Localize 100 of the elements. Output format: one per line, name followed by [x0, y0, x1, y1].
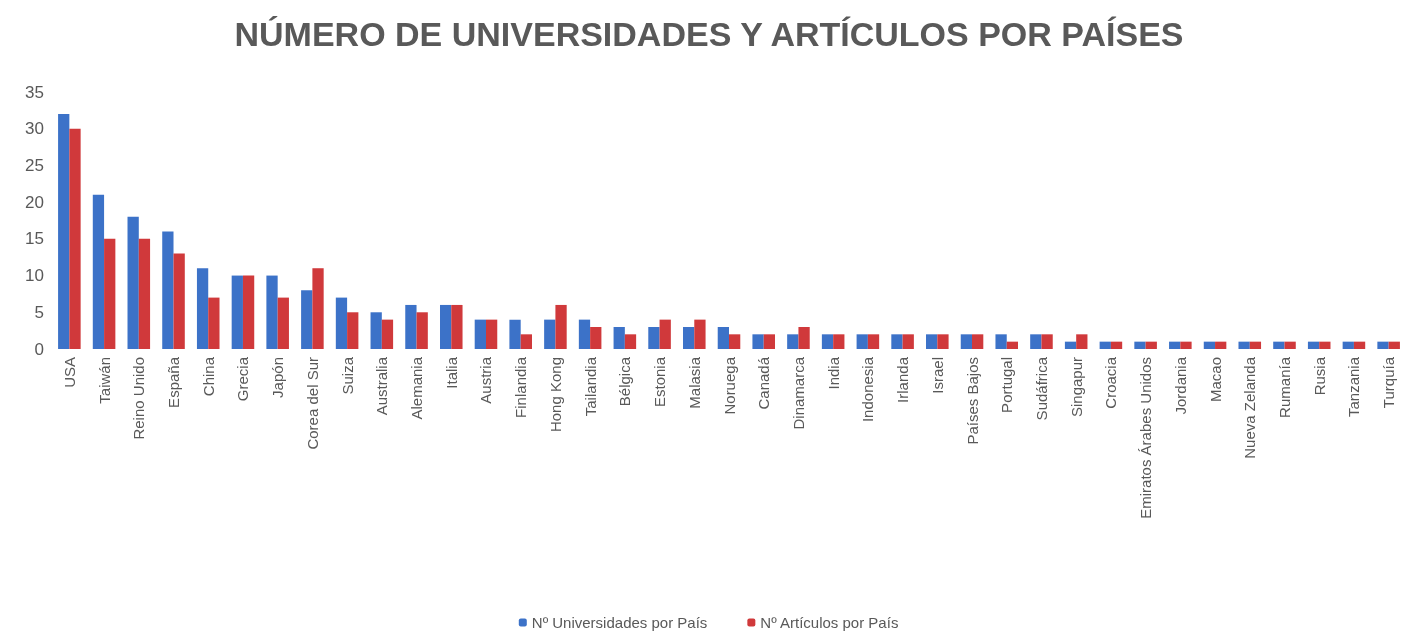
- bar: [590, 326, 602, 349]
- chart-title: NÚMERO DE UNIVERSIDADES Y ARTÍCULOS POR PAÍSES: [234, 15, 1184, 53]
- x-tick-label: Tanzania: [1345, 356, 1363, 418]
- x-tick-label: España: [165, 356, 183, 408]
- bar: [1319, 341, 1331, 349]
- y-tick-label: 20: [25, 192, 44, 212]
- bar: [833, 334, 845, 349]
- bar: [648, 326, 660, 349]
- bar: [520, 334, 532, 349]
- x-tick-label: Irlanda: [894, 356, 912, 403]
- x-tick-label: USA: [60, 357, 78, 388]
- x-tick-label: Sudáfrica: [1032, 356, 1050, 421]
- bar: [127, 216, 139, 349]
- x-tick-label: Turquía: [1380, 356, 1398, 409]
- bar: [1307, 341, 1320, 349]
- x-tick-label: Malasia: [685, 356, 703, 409]
- x-tick-label: Taiwán: [95, 357, 113, 404]
- y-tick-label: 30: [25, 119, 44, 139]
- bar: [902, 334, 914, 349]
- bar: [196, 268, 209, 349]
- x-tick-label: Singapur: [1067, 357, 1085, 418]
- bar: [544, 319, 556, 349]
- y-tick-label: 5: [34, 302, 44, 322]
- bar: [104, 238, 116, 349]
- x-tick-label: Indonesia: [859, 356, 877, 423]
- bar: [937, 334, 949, 349]
- bar: [752, 334, 764, 349]
- x-tick-label: Croacia: [1102, 356, 1120, 409]
- bar: [1006, 341, 1019, 349]
- bar: [624, 334, 637, 349]
- x-tick-label: Israel: [928, 357, 946, 394]
- bar: [208, 297, 220, 349]
- bar: [312, 268, 324, 349]
- bar: [509, 319, 521, 349]
- bar: [1284, 341, 1296, 349]
- bar: [474, 319, 486, 349]
- x-tick-label: Emiratos Árabes Unidos: [1137, 357, 1155, 519]
- bar: [1041, 334, 1053, 349]
- x-tick-label: India: [824, 356, 842, 390]
- x-tick-label: Corea del Sur: [303, 357, 321, 450]
- bar: [613, 326, 625, 349]
- x-tick-label: Finlandia: [512, 356, 530, 418]
- x-tick-label: Jordania: [1171, 356, 1189, 415]
- bar: [578, 319, 591, 349]
- bar: [1238, 341, 1250, 349]
- bar: [231, 275, 243, 349]
- bar: [891, 334, 903, 349]
- bar: [277, 297, 289, 349]
- bar: [1215, 341, 1227, 349]
- bar: [1388, 341, 1400, 349]
- bar: [729, 334, 741, 349]
- x-tick-label: China: [199, 356, 217, 397]
- bar: [370, 312, 382, 349]
- bar: [659, 319, 671, 349]
- bar: [451, 304, 463, 349]
- x-tick-label: Países Bajos: [963, 357, 981, 445]
- bar: [867, 334, 880, 349]
- bar: [926, 334, 938, 349]
- bar: [1064, 341, 1077, 349]
- bar: [1273, 341, 1285, 349]
- y-tick-label: 0: [34, 339, 44, 359]
- x-tick-label: Tailandia: [581, 356, 599, 417]
- x-tick-label: Macao: [1206, 357, 1224, 403]
- bar: [347, 312, 359, 349]
- bar: [1353, 341, 1366, 349]
- bar: [683, 326, 695, 349]
- bar: [821, 334, 834, 349]
- bar: [1342, 341, 1354, 349]
- x-tick-label: Bélgica: [616, 356, 634, 407]
- bar: [1076, 334, 1088, 349]
- bar: [162, 231, 174, 349]
- bar: [694, 319, 706, 349]
- y-tick-label: 15: [25, 229, 44, 249]
- x-tick-label: Italia: [442, 356, 460, 389]
- bar: [69, 128, 81, 349]
- bar: [416, 312, 428, 349]
- legend-label: Nº Artículos por País: [760, 614, 899, 631]
- x-tick-label: Hong Kong: [546, 357, 564, 433]
- legend-label: Nº Universidades por País: [531, 614, 708, 631]
- x-tick-label: Dinamarca: [789, 356, 807, 430]
- x-tick-label: Noruega: [720, 356, 738, 415]
- x-tick-label: Nueva Zelanda: [1241, 356, 1259, 459]
- bar: [1134, 341, 1146, 349]
- x-tick-label: Rusia: [1310, 356, 1328, 396]
- bar: [58, 114, 70, 349]
- x-tick-label: Portugal: [998, 357, 1016, 413]
- x-tick-label: Reino Unido: [130, 357, 148, 440]
- bar: [1110, 341, 1123, 349]
- y-tick-label: 35: [25, 82, 44, 102]
- bar: [1030, 334, 1042, 349]
- bar: [405, 304, 417, 349]
- bar: [960, 334, 973, 349]
- bar: [972, 334, 984, 349]
- bar: [1377, 341, 1389, 349]
- bar: [787, 334, 799, 349]
- bar: [763, 334, 775, 349]
- bar: [381, 319, 394, 349]
- bar: [335, 297, 348, 349]
- bar: [1180, 341, 1192, 349]
- x-tick-label: Japón: [269, 357, 287, 398]
